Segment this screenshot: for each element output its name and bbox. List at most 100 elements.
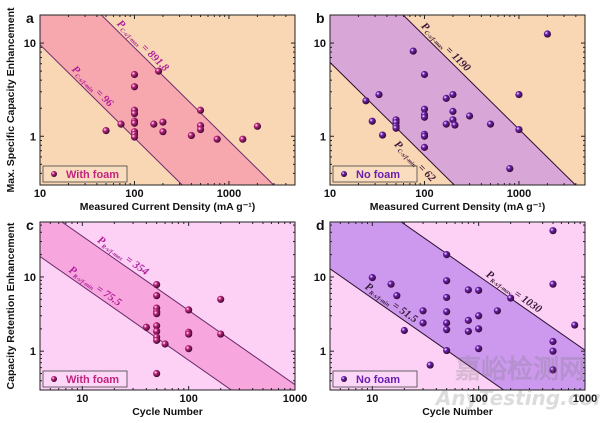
data-point	[475, 325, 483, 333]
data-point	[549, 227, 557, 235]
data-point	[464, 316, 472, 324]
plot-frame	[39, 14, 296, 186]
max-line	[100, 15, 275, 185]
legend: No foam	[332, 370, 418, 388]
data-point	[368, 274, 376, 282]
data-point	[420, 113, 429, 121]
data-point	[153, 369, 161, 378]
data-point	[419, 307, 427, 315]
panel-letter: c	[26, 217, 34, 233]
data-point	[493, 307, 501, 315]
data-point	[130, 83, 139, 91]
data-point	[443, 251, 451, 259]
data-point	[153, 336, 161, 344]
max-line	[61, 222, 295, 386]
data-point	[549, 337, 557, 346]
data-point	[368, 117, 376, 125]
legend-box	[332, 165, 418, 183]
data-point	[393, 292, 401, 300]
x-tick-label: 1000	[573, 393, 597, 405]
data-point	[420, 143, 429, 151]
data-point	[420, 105, 429, 113]
legend-marker	[341, 376, 347, 382]
x-tick-label: 10	[366, 393, 378, 405]
data-point	[451, 121, 459, 129]
data-point	[486, 120, 495, 128]
data-point	[443, 319, 451, 327]
data-point	[130, 110, 139, 118]
data-point	[159, 128, 167, 136]
data-point	[549, 366, 557, 374]
y-tick-label: 10	[24, 272, 36, 284]
data-point	[196, 106, 205, 114]
data-point	[153, 292, 161, 300]
data-point	[102, 127, 110, 135]
data-point	[400, 326, 408, 335]
band-region	[330, 15, 576, 185]
plot-frame	[329, 14, 586, 186]
x-tick-label: 10	[76, 393, 88, 405]
y-tick-label: 1	[30, 346, 36, 358]
data-point	[253, 122, 262, 130]
data-point	[185, 345, 193, 353]
max-line	[400, 222, 585, 351]
data-point	[443, 277, 451, 285]
data-point	[161, 340, 169, 348]
data-point	[153, 310, 161, 318]
data-point	[443, 293, 451, 302]
data-point	[543, 30, 552, 38]
watermark-line2: AnyTesting.com	[434, 386, 600, 410]
data-point	[549, 347, 557, 355]
data-point	[239, 135, 247, 143]
y-tick-label: 1	[30, 131, 36, 143]
min-line	[330, 268, 505, 390]
data-point	[154, 67, 163, 75]
x-tick-label: 100	[179, 393, 197, 405]
x-axis-title: Measured Current Density (mA g⁻¹)	[80, 201, 256, 213]
data-point	[549, 280, 557, 288]
plot-clip-group	[40, 15, 275, 185]
data-point	[420, 132, 429, 140]
data-point	[443, 346, 451, 355]
y-tick-label: 10	[314, 272, 326, 284]
data-point	[475, 345, 483, 353]
data-point	[213, 135, 221, 143]
y-tick-label: 1	[320, 346, 326, 358]
data-point	[153, 280, 161, 289]
legend-box	[42, 165, 128, 183]
panel-letter: a	[26, 10, 34, 26]
data-point	[475, 312, 483, 320]
data-point	[507, 294, 515, 302]
y-tick-label: 10	[24, 38, 36, 50]
data-point	[409, 47, 417, 55]
band-region	[40, 222, 295, 390]
data-point	[443, 308, 451, 316]
data-point	[159, 118, 167, 126]
data-point	[187, 131, 195, 140]
data-point	[419, 319, 427, 327]
x-tick-label: 10	[324, 188, 336, 200]
data-point	[506, 164, 514, 173]
legend-label: With foam	[66, 169, 119, 181]
data-point	[142, 323, 150, 331]
data-point	[442, 120, 450, 128]
min-line	[330, 62, 455, 185]
data-point	[117, 120, 125, 128]
data-point	[392, 124, 400, 132]
legend: With foam	[42, 165, 128, 183]
data-point	[387, 280, 395, 288]
x-tick-label: 1000	[283, 393, 307, 405]
band-region	[40, 15, 274, 185]
data-point	[185, 330, 193, 338]
data-point	[153, 322, 161, 330]
x-axis-title: Cycle Number	[422, 406, 493, 418]
min-line	[40, 44, 183, 185]
band-region	[330, 222, 585, 390]
data-point	[464, 327, 472, 335]
data-point	[442, 94, 450, 102]
x-tick-label: 100	[415, 188, 433, 200]
data-point	[185, 306, 193, 314]
